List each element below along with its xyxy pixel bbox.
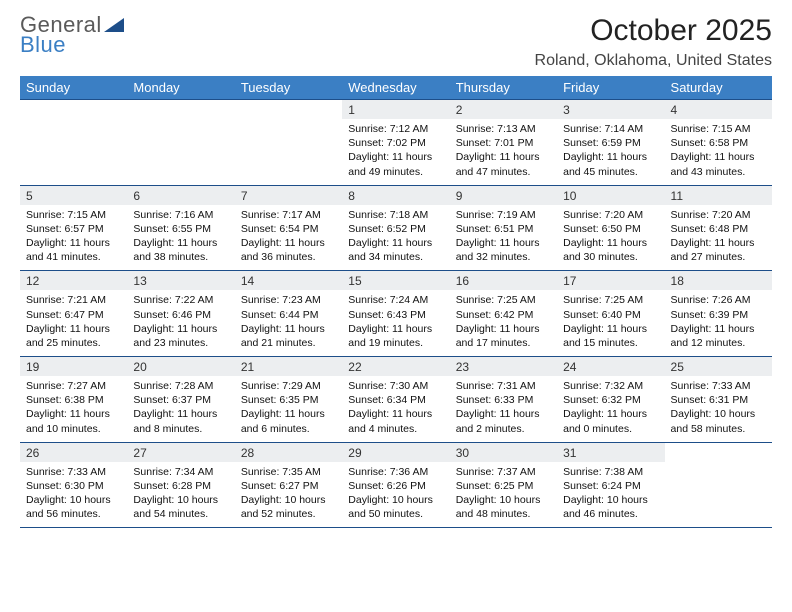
day-number-cell: 15 (342, 271, 449, 291)
calendar-body: 1234Sunrise: 7:12 AMSunset: 7:02 PMDayli… (20, 100, 772, 528)
day-number-cell: 18 (665, 271, 772, 291)
day-number-cell (665, 442, 772, 462)
day-detail-cell: Sunrise: 7:16 AMSunset: 6:55 PMDaylight:… (127, 205, 234, 271)
day-detail-cell: Sunrise: 7:13 AMSunset: 7:01 PMDaylight:… (450, 119, 557, 185)
day-detail-cell: Sunrise: 7:30 AMSunset: 6:34 PMDaylight:… (342, 376, 449, 442)
brand-line2: Blue (20, 34, 124, 56)
day-detail-cell: Sunrise: 7:35 AMSunset: 6:27 PMDaylight:… (235, 462, 342, 528)
day-number-cell: 4 (665, 100, 772, 120)
day-number-cell (235, 100, 342, 120)
weekday-header: Monday (127, 76, 234, 100)
day-number-cell: 21 (235, 357, 342, 377)
day-detail-row: Sunrise: 7:15 AMSunset: 6:57 PMDaylight:… (20, 205, 772, 271)
day-detail-cell: Sunrise: 7:20 AMSunset: 6:50 PMDaylight:… (557, 205, 664, 271)
day-detail-cell: Sunrise: 7:15 AMSunset: 6:57 PMDaylight:… (20, 205, 127, 271)
calendar-table: SundayMondayTuesdayWednesdayThursdayFrid… (20, 76, 772, 528)
day-detail-cell: Sunrise: 7:25 AMSunset: 6:42 PMDaylight:… (450, 290, 557, 356)
day-number-cell: 20 (127, 357, 234, 377)
day-detail-cell: Sunrise: 7:33 AMSunset: 6:31 PMDaylight:… (665, 376, 772, 442)
day-detail-cell: Sunrise: 7:38 AMSunset: 6:24 PMDaylight:… (557, 462, 664, 528)
weekday-header: Sunday (20, 76, 127, 100)
day-number-cell (127, 100, 234, 120)
day-number-cell: 2 (450, 100, 557, 120)
day-number-cell: 30 (450, 442, 557, 462)
day-detail-row: Sunrise: 7:27 AMSunset: 6:38 PMDaylight:… (20, 376, 772, 442)
day-number-cell: 10 (557, 185, 664, 205)
weekday-header: Saturday (665, 76, 772, 100)
day-number-cell: 22 (342, 357, 449, 377)
day-number-row: 12131415161718 (20, 271, 772, 291)
day-number-cell: 27 (127, 442, 234, 462)
day-number-cell: 12 (20, 271, 127, 291)
weekday-header: Thursday (450, 76, 557, 100)
day-detail-cell: Sunrise: 7:29 AMSunset: 6:35 PMDaylight:… (235, 376, 342, 442)
day-detail-cell (20, 119, 127, 185)
day-number-cell: 5 (20, 185, 127, 205)
weekday-header: Tuesday (235, 76, 342, 100)
day-number-row: 1234 (20, 100, 772, 120)
day-detail-cell: Sunrise: 7:19 AMSunset: 6:51 PMDaylight:… (450, 205, 557, 271)
day-detail-cell (127, 119, 234, 185)
day-detail-cell: Sunrise: 7:32 AMSunset: 6:32 PMDaylight:… (557, 376, 664, 442)
header-bar: General Blue October 2025 Roland, Oklaho… (20, 14, 772, 70)
day-number-cell: 23 (450, 357, 557, 377)
day-detail-row: Sunrise: 7:33 AMSunset: 6:30 PMDaylight:… (20, 462, 772, 528)
day-number-cell: 6 (127, 185, 234, 205)
day-number-cell: 11 (665, 185, 772, 205)
day-detail-cell: Sunrise: 7:28 AMSunset: 6:37 PMDaylight:… (127, 376, 234, 442)
day-number-cell: 7 (235, 185, 342, 205)
day-number-row: 19202122232425 (20, 357, 772, 377)
location-label: Roland, Oklahoma, United States (535, 52, 772, 70)
day-detail-cell: Sunrise: 7:12 AMSunset: 7:02 PMDaylight:… (342, 119, 449, 185)
day-detail-cell: Sunrise: 7:26 AMSunset: 6:39 PMDaylight:… (665, 290, 772, 356)
brand-logo: General Blue (20, 14, 124, 56)
day-number-cell: 29 (342, 442, 449, 462)
day-number-cell: 14 (235, 271, 342, 291)
day-number-cell: 9 (450, 185, 557, 205)
day-number-cell (20, 100, 127, 120)
day-number-cell: 25 (665, 357, 772, 377)
day-detail-cell (235, 119, 342, 185)
weekday-header-row: SundayMondayTuesdayWednesdayThursdayFrid… (20, 76, 772, 100)
day-number-cell: 19 (20, 357, 127, 377)
weekday-header: Friday (557, 76, 664, 100)
page-title: October 2025 (535, 14, 772, 48)
day-number-cell: 1 (342, 100, 449, 120)
day-detail-cell: Sunrise: 7:21 AMSunset: 6:47 PMDaylight:… (20, 290, 127, 356)
day-detail-cell: Sunrise: 7:37 AMSunset: 6:25 PMDaylight:… (450, 462, 557, 528)
day-number-cell: 13 (127, 271, 234, 291)
brand-triangle-icon (104, 14, 124, 36)
day-detail-cell: Sunrise: 7:27 AMSunset: 6:38 PMDaylight:… (20, 376, 127, 442)
day-number-row: 567891011 (20, 185, 772, 205)
day-number-cell: 24 (557, 357, 664, 377)
day-detail-cell (665, 462, 772, 528)
day-detail-cell: Sunrise: 7:18 AMSunset: 6:52 PMDaylight:… (342, 205, 449, 271)
day-number-cell: 16 (450, 271, 557, 291)
day-detail-cell: Sunrise: 7:22 AMSunset: 6:46 PMDaylight:… (127, 290, 234, 356)
day-detail-cell: Sunrise: 7:15 AMSunset: 6:58 PMDaylight:… (665, 119, 772, 185)
day-number-cell: 8 (342, 185, 449, 205)
day-detail-cell: Sunrise: 7:20 AMSunset: 6:48 PMDaylight:… (665, 205, 772, 271)
day-detail-cell: Sunrise: 7:25 AMSunset: 6:40 PMDaylight:… (557, 290, 664, 356)
title-block: October 2025 Roland, Oklahoma, United St… (535, 14, 772, 70)
day-detail-cell: Sunrise: 7:31 AMSunset: 6:33 PMDaylight:… (450, 376, 557, 442)
day-detail-cell: Sunrise: 7:23 AMSunset: 6:44 PMDaylight:… (235, 290, 342, 356)
day-detail-cell: Sunrise: 7:24 AMSunset: 6:43 PMDaylight:… (342, 290, 449, 356)
weekday-header: Wednesday (342, 76, 449, 100)
day-number-cell: 28 (235, 442, 342, 462)
day-number-cell: 3 (557, 100, 664, 120)
day-detail-row: Sunrise: 7:21 AMSunset: 6:47 PMDaylight:… (20, 290, 772, 356)
day-number-cell: 26 (20, 442, 127, 462)
day-detail-cell: Sunrise: 7:14 AMSunset: 6:59 PMDaylight:… (557, 119, 664, 185)
day-number-cell: 31 (557, 442, 664, 462)
day-detail-cell: Sunrise: 7:34 AMSunset: 6:28 PMDaylight:… (127, 462, 234, 528)
day-number-cell: 17 (557, 271, 664, 291)
day-detail-cell: Sunrise: 7:17 AMSunset: 6:54 PMDaylight:… (235, 205, 342, 271)
day-detail-cell: Sunrise: 7:33 AMSunset: 6:30 PMDaylight:… (20, 462, 127, 528)
day-detail-row: Sunrise: 7:12 AMSunset: 7:02 PMDaylight:… (20, 119, 772, 185)
day-number-row: 262728293031 (20, 442, 772, 462)
day-detail-cell: Sunrise: 7:36 AMSunset: 6:26 PMDaylight:… (342, 462, 449, 528)
